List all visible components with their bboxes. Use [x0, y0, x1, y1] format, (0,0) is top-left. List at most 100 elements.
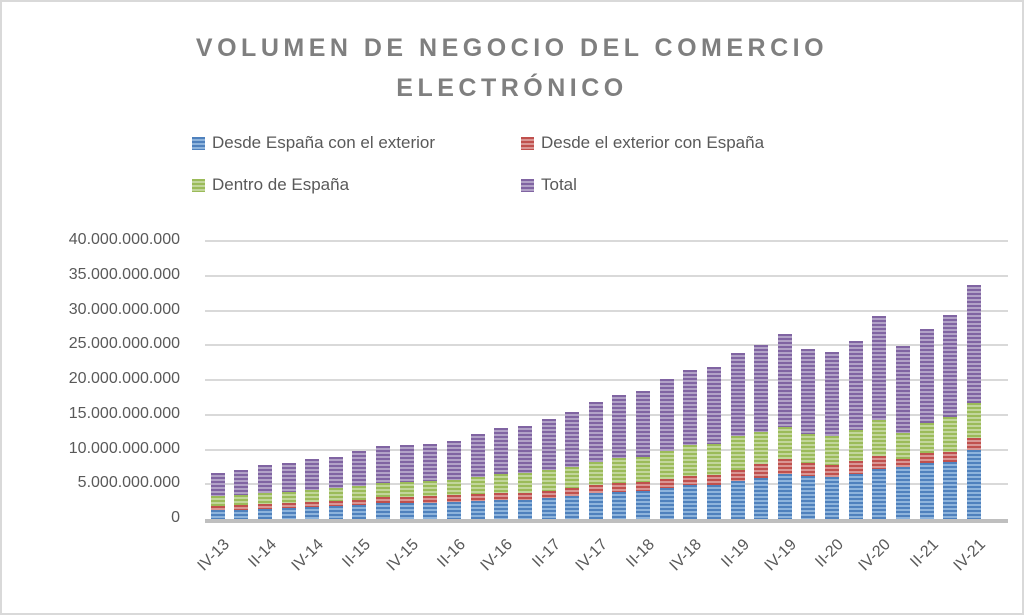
- bar-segment-desde-espana-exterior: [848, 473, 863, 519]
- bar-segment-desde-espana-exterior: [636, 490, 651, 519]
- bar-segment-dentro-espana: [895, 433, 910, 459]
- bar-segment-dentro-espana: [447, 480, 461, 496]
- bar-segment-desde-exterior-espana: [328, 501, 343, 507]
- bar-segment-dentro-espana: [683, 444, 698, 476]
- bar-segment-dentro-espana: [754, 432, 769, 465]
- bar-segment-total: [234, 470, 249, 496]
- bar-segment-dentro-espana: [919, 423, 934, 454]
- bar-segment-total: [919, 328, 934, 424]
- bar-segment-desde-espana-exterior: [494, 499, 509, 519]
- bar-segment-desde-exterior-espana: [470, 494, 485, 501]
- bar-segment-total: [376, 445, 391, 483]
- legend-label: Desde España con el exterior: [212, 133, 436, 152]
- bar-segment-total: [659, 378, 674, 452]
- gridline: [205, 274, 1008, 277]
- chart-title-line-2: ELECTRÓNICO: [396, 74, 628, 102]
- bar-segment-desde-exterior-espana: [848, 461, 863, 474]
- bar-segment-desde-exterior-espana: [730, 470, 745, 482]
- bar-segment-desde-exterior-espana: [943, 451, 958, 462]
- legend-swatch-green: [192, 178, 205, 192]
- bar-segment-total: [305, 459, 320, 490]
- bar-segment-dentro-espana: [565, 466, 580, 489]
- bar-segment-desde-exterior-espana: [636, 482, 651, 491]
- bar-segment-desde-exterior-espana: [565, 488, 580, 496]
- bar-segment-desde-exterior-espana: [754, 464, 769, 478]
- bar-segment-desde-exterior-espana: [872, 456, 887, 469]
- bar-segment-total: [754, 344, 769, 433]
- bar-segment-total: [565, 412, 580, 467]
- bar-segment-dentro-espana: [801, 434, 816, 464]
- bar-segment-desde-exterior-espana: [683, 475, 698, 486]
- bar-segment-desde-exterior-espana: [399, 496, 414, 503]
- chart-title-line-1: VOLUMEN DE NEGOCIO DEL COMERCIO: [195, 34, 829, 62]
- bar-segment-total: [825, 352, 840, 436]
- bar-segment-desde-espana-exterior: [447, 501, 461, 519]
- bar-segment-desde-espana-exterior: [399, 503, 414, 519]
- bar-segment-desde-espana-exterior: [234, 509, 249, 519]
- bar-segment-total: [777, 334, 792, 428]
- bar-segment-dentro-espana: [777, 427, 792, 459]
- bar-segment-desde-exterior-espana: [257, 504, 272, 509]
- bar-segment-total: [801, 349, 816, 435]
- bar-segment-desde-espana-exterior: [895, 466, 910, 519]
- bar-segment-dentro-espana: [659, 451, 674, 479]
- y-axis-tick-label: 5.000.000.000: [77, 474, 180, 492]
- y-axis-tick-label: 40.000.000.000: [68, 231, 180, 248]
- bar-segment-total: [943, 315, 958, 418]
- bar-segment-desde-exterior-espana: [447, 495, 461, 502]
- bar-segment-desde-exterior-espana: [895, 458, 910, 467]
- bar-segment-desde-espana-exterior: [754, 477, 769, 519]
- bar-segment-desde-espana-exterior: [376, 503, 391, 519]
- y-axis-tick-label: 35.000.000.000: [68, 265, 180, 283]
- gridline: [205, 379, 1008, 381]
- bar-segment-desde-espana-exterior: [352, 505, 367, 519]
- bar-segment-dentro-espana: [706, 443, 721, 475]
- bar-segment-total: [517, 426, 532, 474]
- bar-segment-dentro-espana: [730, 436, 745, 470]
- bar-segment-total: [470, 433, 485, 477]
- bar-segment-dentro-espana: [825, 435, 840, 465]
- bar-segment-desde-espana-exterior: [541, 497, 556, 519]
- bar-segment-desde-espana-exterior: [423, 502, 438, 519]
- bar-segment-total: [683, 369, 698, 445]
- y-axis-tick-label: 25.000.000.000: [68, 335, 180, 353]
- gridline: [205, 448, 1008, 451]
- legend-item-desde-espana-con-el-exterior: Desde España con el exterior: [192, 133, 436, 152]
- bar-segment-dentro-espana: [470, 476, 485, 495]
- bar-segment-desde-espana-exterior: [565, 495, 580, 519]
- bar-segment-desde-exterior-espana: [919, 453, 934, 464]
- bar-segment-total: [895, 345, 910, 434]
- bar-segment-desde-espana-exterior: [210, 510, 225, 519]
- gridline: [205, 309, 1008, 312]
- bar-segment-dentro-espana: [376, 482, 391, 498]
- bar-segment-dentro-espana: [423, 481, 438, 497]
- bar-segment-dentro-espana: [494, 473, 509, 493]
- bar-segment-total: [636, 391, 651, 457]
- bar-segment-total: [352, 450, 367, 486]
- bar-segment-desde-exterior-espana: [494, 492, 509, 500]
- bar-segment-desde-exterior-espana: [777, 458, 792, 474]
- bar-segment-desde-espana-exterior: [305, 506, 320, 519]
- bar-segment-desde-exterior-espana: [210, 506, 225, 511]
- legend-swatch-blue: [192, 136, 205, 150]
- bar-segment-desde-espana-exterior: [612, 491, 627, 519]
- legend-swatch-purple: [521, 178, 534, 192]
- bar-segment-desde-exterior-espana: [966, 438, 981, 451]
- bar-segment-desde-exterior-espana: [612, 482, 627, 492]
- gridline: [205, 483, 1008, 486]
- gridline: [205, 413, 1008, 416]
- bar-segment-desde-espana-exterior: [517, 499, 532, 519]
- legend-label: Dentro de España: [212, 175, 350, 194]
- gridline: [205, 240, 1008, 242]
- bar-segment-desde-exterior-espana: [541, 490, 556, 498]
- bar-segment-desde-espana-exterior: [872, 468, 887, 519]
- bar-segment-desde-exterior-espana: [234, 505, 249, 510]
- gridline: [205, 344, 1008, 347]
- y-axis-tick-label: 30.000.000.000: [68, 300, 180, 318]
- y-axis-tick-label: 0: [171, 509, 180, 526]
- bar-segment-dentro-espana: [517, 473, 532, 493]
- bar-segment-dentro-espana: [612, 458, 627, 483]
- legend-item-desde-el-exterior-con-espana: Desde el exterior con España: [521, 133, 764, 152]
- bar-segment-desde-espana-exterior: [777, 473, 792, 519]
